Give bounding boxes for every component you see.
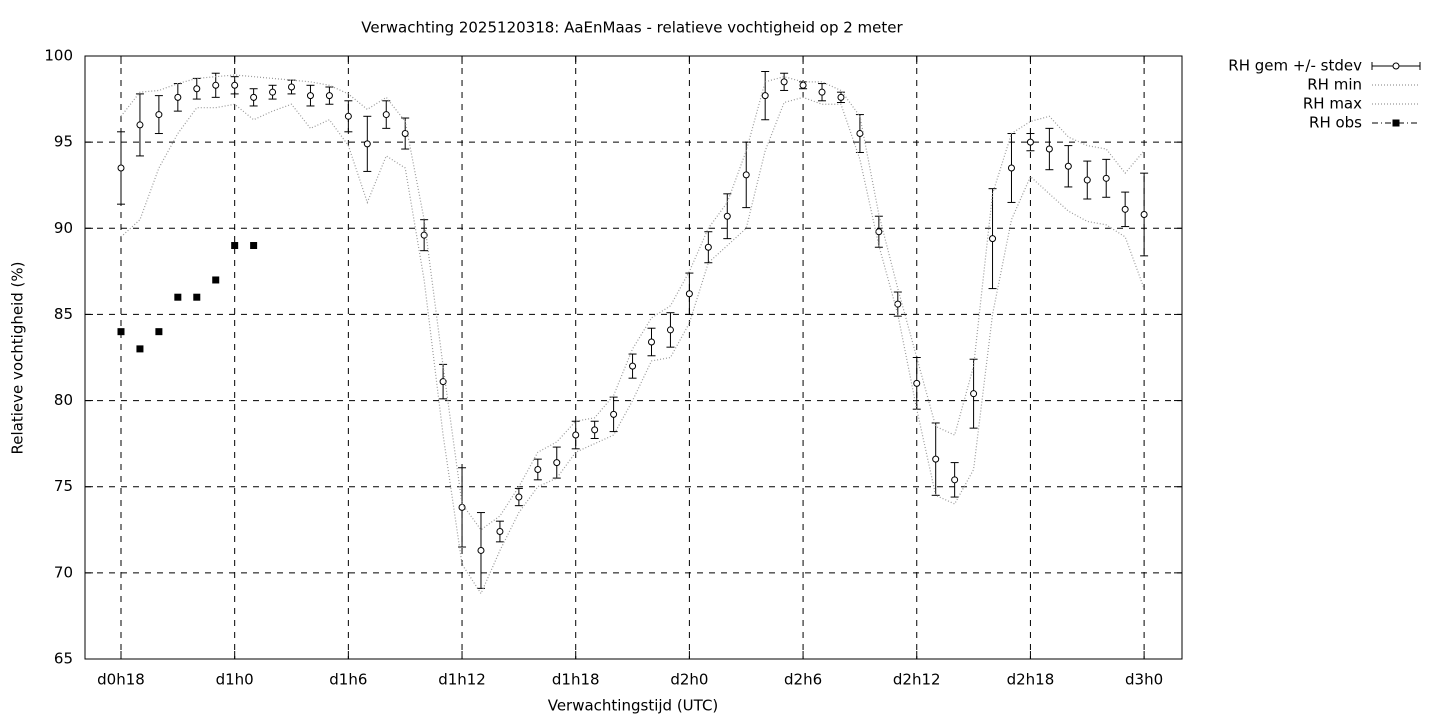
mean-point (1064, 162, 1072, 170)
x-axis-label: Verwachtingstijd (UTC) (548, 697, 719, 715)
obs-point (212, 276, 220, 284)
mean-point (932, 455, 940, 463)
mean-point (401, 130, 409, 138)
mean-point (250, 93, 258, 101)
mean-point (439, 378, 447, 386)
mean-point (136, 121, 144, 129)
x-tick-label: d2h6 (784, 671, 822, 689)
x-tick-label: d1h0 (216, 671, 254, 689)
obs-point (250, 242, 258, 250)
legend-label: RH gem +/- stdev (1228, 57, 1362, 75)
y-axis-label: Relatieve vochtigheid (%) (9, 261, 27, 454)
x-tick-label: d1h12 (438, 671, 486, 689)
mean-point (610, 410, 618, 418)
y-tick-label: 85 (54, 305, 73, 323)
y-tick-label: 100 (44, 47, 73, 65)
y-tick-label: 80 (54, 391, 73, 409)
mean-point (420, 231, 428, 239)
obs-point (117, 328, 125, 336)
obs-point (231, 242, 239, 250)
range-line (120, 74, 1145, 531)
mean-point (591, 426, 599, 434)
mean-point (515, 493, 523, 501)
mean-point (288, 83, 296, 91)
mean-point (231, 81, 239, 89)
mean-point (306, 92, 314, 100)
mean-point (970, 390, 978, 398)
range-line (120, 96, 1145, 595)
mean-point (742, 171, 750, 179)
mean-point (269, 88, 277, 96)
mean-point (761, 92, 769, 100)
mean-point (1007, 164, 1015, 172)
mean-point (780, 78, 788, 86)
mean-point (913, 379, 921, 387)
obs-point (174, 293, 182, 301)
mean-point (1102, 174, 1110, 182)
mean-point (666, 326, 674, 334)
mean-point (174, 93, 182, 101)
mean-point (799, 81, 807, 89)
mean-point (117, 164, 125, 172)
mean-point (1083, 176, 1091, 184)
y-tick-label: 90 (54, 219, 73, 237)
mean-point (155, 111, 163, 119)
mean-point (363, 140, 371, 148)
mean-point (685, 290, 693, 298)
mean-point (856, 130, 864, 138)
x-tick-label: d1h18 (552, 671, 600, 689)
mean-point (344, 112, 352, 120)
mean-point (647, 338, 655, 346)
mean-point (553, 459, 561, 467)
x-tick-label: d2h12 (893, 671, 941, 689)
mean-point (193, 85, 201, 93)
x-tick-label: d0h18 (97, 671, 145, 689)
mean-point (382, 111, 390, 119)
y-tick-label: 75 (54, 477, 73, 495)
mean-point (1026, 138, 1034, 146)
mean-point (723, 212, 731, 220)
x-tick-label: d3h0 (1125, 671, 1163, 689)
mean-point (837, 93, 845, 101)
mean-point (989, 235, 997, 243)
plot-frame (84, 55, 1183, 660)
mean-point (1121, 205, 1129, 213)
mean-point (951, 476, 959, 484)
obs-point (155, 328, 163, 336)
mean-point (818, 88, 826, 96)
chart-title: Verwachting 2025120318: AaEnMaas - relat… (361, 19, 903, 37)
legend-label: RH obs (1309, 114, 1362, 132)
y-tick-label: 95 (54, 133, 73, 151)
mean-point (477, 546, 485, 554)
obs-point (136, 345, 144, 353)
mean-point (572, 431, 580, 439)
mean-point (629, 362, 637, 370)
mean-point (704, 243, 712, 251)
legend-swatch (1392, 119, 1400, 127)
mean-point (325, 92, 333, 100)
y-tick-label: 65 (54, 650, 73, 668)
mean-point (1140, 211, 1148, 219)
mean-point (212, 81, 220, 89)
legend-label: RH max (1303, 95, 1362, 113)
mean-point (496, 528, 504, 536)
y-tick-label: 70 (54, 563, 73, 581)
mean-point (875, 228, 883, 236)
mean-point (458, 503, 466, 511)
legend-swatch (1392, 62, 1400, 70)
x-tick-label: d2h0 (670, 671, 708, 689)
x-tick-label: d2h18 (1007, 671, 1055, 689)
legend-label: RH min (1307, 76, 1362, 94)
mean-point (534, 465, 542, 473)
x-tick-label: d1h6 (329, 671, 367, 689)
obs-point (193, 293, 201, 301)
mean-point (1045, 145, 1053, 153)
